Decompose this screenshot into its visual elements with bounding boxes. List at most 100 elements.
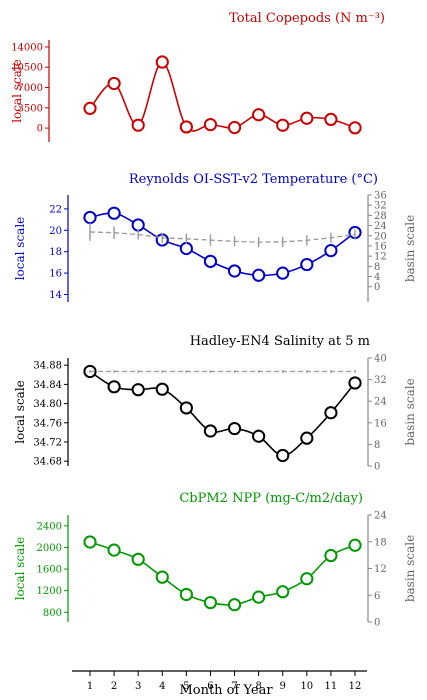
data-point: [276, 585, 290, 599]
right-tick-label: 0: [374, 462, 380, 473]
series-line-1: [89, 212, 356, 277]
left-tick-label: 14000: [11, 42, 43, 53]
data-point: [155, 382, 169, 396]
data-point: [203, 118, 218, 132]
left-tick-label: 22: [49, 204, 62, 215]
panel-title: Hadley-EN4 Salinity at 5 m: [190, 334, 370, 349]
x-axis: 1 2 3 4 5 6 7 8 9 10 11 12 Month of Year: [72, 670, 367, 698]
data-point: [203, 254, 218, 268]
data-point: [348, 376, 362, 390]
left-tick-label: 2000: [37, 543, 62, 554]
series-line-2: [89, 231, 356, 243]
panels: Total Copepods (N m⁻³)035007000105001400…: [10, 11, 417, 629]
data-point: [83, 210, 97, 225]
left-tick-label: 16: [49, 269, 62, 280]
data-point: [324, 548, 338, 563]
series-line-1: [89, 541, 356, 606]
left-tick-label: 800: [43, 608, 62, 619]
panel-2: Reynolds OI-SST-v2 Temperature (°C)14161…: [13, 172, 417, 302]
right-tick-label: 40: [374, 354, 387, 365]
data-point: [276, 448, 290, 463]
data-point: [300, 431, 314, 445]
x-tick-label: 9: [280, 681, 286, 692]
x-tick-label: 4: [159, 681, 165, 692]
data-point: [324, 406, 338, 420]
data-point: [300, 111, 314, 125]
data-point: [227, 120, 242, 135]
panel-3: Hadley-EN4 Salinity at 5 m 34.68 34.72 34.7…: [13, 334, 417, 473]
x-axis-label: Month of Year: [179, 683, 273, 698]
data-point: [324, 112, 338, 126]
x-tick-label: 7: [231, 681, 237, 692]
right-tick-label: 8: [374, 440, 380, 451]
left-axis-label: local scale: [10, 59, 24, 123]
right-tick-label: 12: [374, 252, 387, 263]
right-tick-label: 24: [374, 397, 387, 408]
left-tick-label: 2400: [37, 521, 62, 532]
left-tick-label: 7000: [18, 83, 43, 94]
right-axis-label: basin scale: [403, 378, 417, 445]
right-tick-label: 0: [374, 282, 380, 293]
left-tick-label: 1600: [37, 565, 62, 576]
data-point: [107, 76, 121, 91]
left-axis-label: local scale: [13, 537, 27, 601]
data-point: [107, 543, 121, 557]
data-point: [252, 268, 266, 282]
x-tick-label: 12: [349, 681, 362, 692]
panel-1: Total Copepods (N m⁻³) 0 3500 7000 10500 1400…: [10, 11, 385, 142]
left-tick-label: 18: [49, 247, 62, 258]
left-tick-label: 34.68: [33, 457, 62, 468]
left-tick-label: 20: [49, 226, 62, 237]
right-tick-label: 12: [374, 564, 387, 575]
x-tick-label: 2: [111, 681, 117, 692]
data-point: [107, 206, 121, 220]
data-point: [179, 120, 193, 134]
data-point: [179, 401, 193, 415]
x-tick-label: 3: [135, 681, 141, 692]
right-tick-label: 28: [374, 211, 387, 222]
data-point: [227, 264, 242, 278]
data-point: [155, 570, 169, 584]
panel-4: CbPM2 NPP (mg-C/m2/day) 800 1200 1600 2000 24…: [13, 491, 417, 629]
x-tick-label: 1: [87, 681, 93, 692]
left-tick-label: 34.80: [33, 399, 62, 410]
right-tick-label: 24: [374, 511, 387, 522]
left-tick-label: 10500: [11, 63, 43, 74]
left-axis-label: local scale: [13, 217, 27, 281]
left-tick-label: 14: [49, 290, 62, 301]
data-point: [131, 218, 145, 232]
data-point: [155, 55, 169, 69]
data-point: [348, 538, 362, 552]
right-tick-label: 32: [374, 375, 387, 386]
panel-title: Total Copepods (N m⁻³): [229, 11, 385, 26]
left-axis-label: local scale: [13, 380, 27, 444]
data-point: [83, 535, 97, 549]
data-point: [300, 257, 314, 272]
data-point: [83, 101, 97, 115]
data-point: [131, 383, 145, 397]
data-point: [276, 266, 290, 280]
right-axis-label: basin scale: [403, 535, 417, 602]
x-tick-label: 6: [207, 681, 213, 692]
right-tick-label: 20: [374, 231, 387, 242]
right-tick-label: 0: [374, 618, 380, 629]
left-tick-label: 3500: [18, 103, 43, 114]
data-point: [300, 572, 314, 586]
data-point: [203, 424, 218, 438]
panel-title: CbPM2 NPP (mg-C/m2/day): [179, 491, 363, 506]
right-tick-label: 4: [374, 272, 380, 283]
right-tick-label: 36: [374, 191, 387, 202]
right-axis-label: basin scale: [403, 215, 417, 282]
x-tick-label: 10: [300, 681, 313, 692]
x-ticks: 1 2 3 4 5 6 7 8 9 10 11 12: [87, 671, 362, 692]
left-tick-label: 34.76: [33, 418, 62, 429]
data-point: [324, 244, 338, 258]
series-line-1: [89, 370, 356, 457]
right-tick-label: 16: [374, 241, 387, 252]
panel-title: Reynolds OI-SST-v2 Temperature (°C): [129, 172, 378, 187]
right-tick-label: 6: [374, 591, 380, 602]
left-tick-label: 34.88: [33, 361, 62, 372]
right-tick-label: 16: [374, 418, 387, 429]
data-point: [252, 429, 266, 443]
